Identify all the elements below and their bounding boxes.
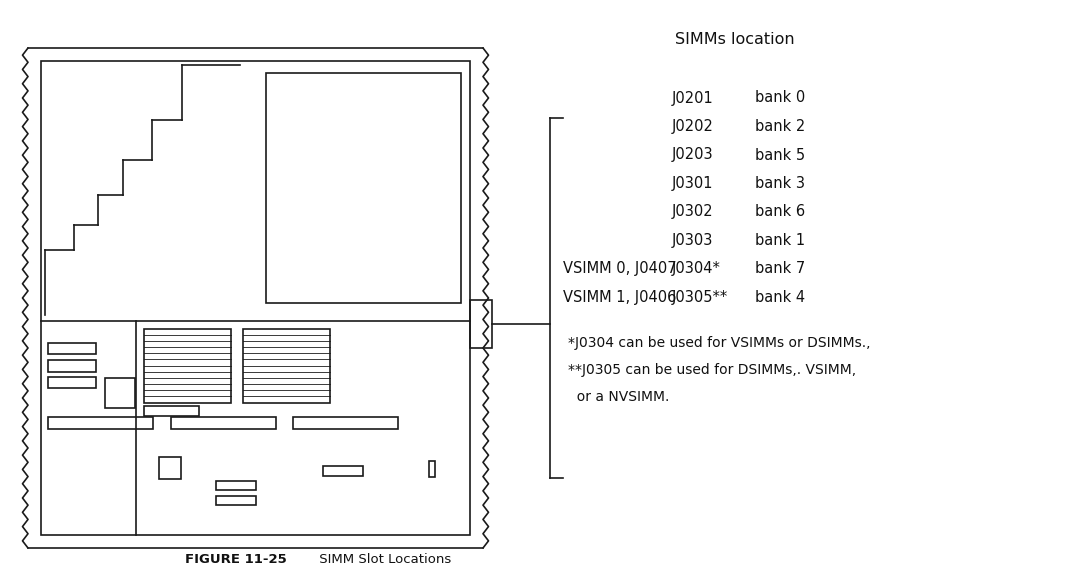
Text: SIMM Slot Locations: SIMM Slot Locations — [315, 553, 451, 566]
Bar — [323, 466, 363, 476]
Bar — [48, 343, 96, 354]
Text: bank 6: bank 6 — [755, 205, 805, 219]
Text: J0305**: J0305** — [672, 290, 728, 305]
Bar — [429, 461, 434, 477]
Bar — [48, 417, 153, 429]
Text: *J0304 can be used for VSIMMs or DSIMMs.,: *J0304 can be used for VSIMMs or DSIMMs.… — [568, 336, 870, 350]
Text: J0304*: J0304* — [672, 262, 721, 277]
Text: bank 3: bank 3 — [755, 176, 805, 191]
Bar — [159, 456, 181, 478]
Text: bank 5: bank 5 — [755, 147, 805, 162]
Bar — [266, 73, 461, 303]
Text: J0202: J0202 — [672, 119, 714, 134]
Text: J0301: J0301 — [672, 176, 713, 191]
Bar — [41, 61, 470, 535]
Bar — [470, 299, 492, 347]
Text: **J0305 can be used for DSIMMs,. VSIMM,: **J0305 can be used for DSIMMs,. VSIMM, — [568, 363, 856, 377]
Bar — [144, 328, 231, 403]
Text: J0303: J0303 — [672, 233, 713, 248]
Bar — [48, 376, 96, 388]
Text: bank 4: bank 4 — [755, 290, 805, 305]
Bar — [243, 328, 330, 403]
Text: bank 0: bank 0 — [755, 90, 805, 106]
Text: J0302: J0302 — [672, 205, 714, 219]
Text: bank 1: bank 1 — [755, 233, 805, 248]
Text: VSIMM 0, J0407: VSIMM 0, J0407 — [563, 262, 677, 277]
Bar — [105, 378, 135, 408]
Text: J0201: J0201 — [672, 90, 714, 106]
Text: bank 7: bank 7 — [755, 262, 805, 277]
Text: or a NVSIMM.: or a NVSIMM. — [568, 390, 669, 404]
Text: FIGURE 11-25: FIGURE 11-25 — [185, 553, 286, 566]
Bar — [293, 417, 398, 429]
Bar — [216, 481, 255, 490]
Bar — [48, 360, 96, 372]
Text: J0203: J0203 — [672, 147, 714, 162]
Text: SIMMs location: SIMMs location — [676, 32, 795, 47]
Bar — [216, 496, 255, 505]
Bar — [170, 417, 276, 429]
Text: bank 2: bank 2 — [755, 119, 805, 134]
Bar — [144, 405, 199, 415]
Text: VSIMM 1, J0406: VSIMM 1, J0406 — [563, 290, 677, 305]
